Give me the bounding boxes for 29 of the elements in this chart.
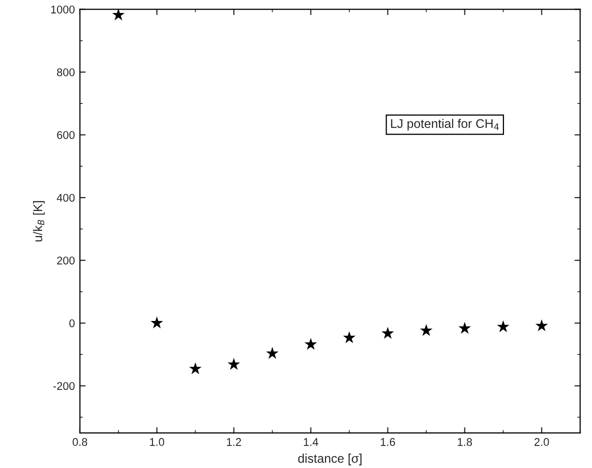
point (112, 9, 125, 20)
x-tick-label: 1.2 (226, 438, 242, 446)
y-tick-label: 600 (57, 131, 75, 139)
y-tick-label: 400 (56, 194, 75, 202)
point (381, 326, 394, 339)
y-tick-label: 0 (69, 319, 75, 328)
x-axis-title: distance [σ] (298, 454, 362, 466)
point (150, 316, 164, 328)
x-tick-label: 1.4 (304, 438, 318, 446)
point (189, 362, 202, 374)
x-tick-label: 1.8 (458, 438, 472, 446)
x-tick-label: 1.6 (380, 438, 395, 446)
y-tick-label: 800 (57, 68, 75, 76)
y-tick-label: 1000 (51, 6, 75, 14)
annotation: LJ potential for CH$_{4}$ (391, 118, 499, 130)
y-axis-title: u/k$_{B}$ [K] (33, 201, 45, 242)
point (343, 331, 356, 344)
x-tick-label: 1.0 (150, 438, 164, 446)
point (458, 322, 471, 334)
x-tick-label: 2.0 (534, 438, 549, 446)
y-tick-label: 200 (57, 256, 75, 264)
point (266, 346, 279, 359)
point (228, 358, 240, 370)
point (420, 324, 433, 336)
point (496, 320, 510, 332)
x-tick-label: 0.8 (72, 438, 88, 446)
point (304, 338, 318, 350)
point (535, 319, 548, 332)
y-tick-label: -200 (53, 382, 75, 390)
